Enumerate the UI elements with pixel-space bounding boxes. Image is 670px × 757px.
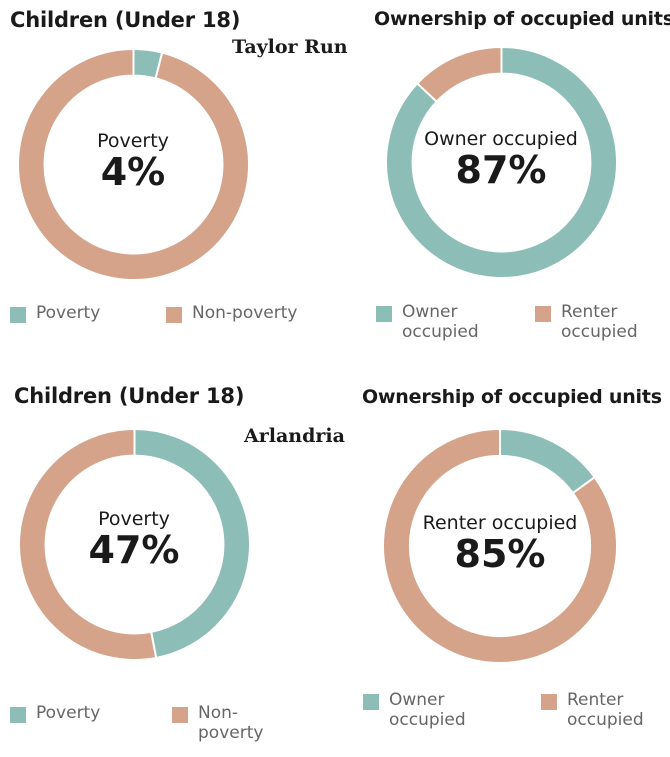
donut-chart bbox=[385, 45, 618, 279]
center-label: Poverty bbox=[97, 130, 169, 152]
legend-label: Poverty bbox=[36, 303, 101, 323]
chart-title: Children (Under 18) bbox=[14, 384, 245, 408]
chart-title: Ownership of occupied units bbox=[374, 8, 670, 30]
legend-swatch bbox=[172, 707, 188, 723]
donut-slice-poverty bbox=[133, 427, 251, 660]
legend-label: Non-poverty bbox=[192, 303, 298, 323]
legend-label: Owner occupied bbox=[402, 302, 479, 343]
location-label: Arlandria bbox=[244, 425, 345, 447]
legend-swatch bbox=[541, 694, 557, 710]
chart-title: Children (Under 18) bbox=[10, 8, 241, 32]
center-value: 47% bbox=[88, 528, 180, 572]
donut-slice-owner-occupied bbox=[385, 45, 618, 279]
donut-slice-non-poverty bbox=[17, 47, 250, 281]
legend-item-renter-occupied: Renter occupied bbox=[535, 302, 638, 343]
location-label: Taylor Run bbox=[232, 36, 348, 58]
legend-swatch bbox=[166, 307, 182, 323]
center-label: Owner occupied bbox=[424, 128, 578, 150]
legend-item-owner-occupied: Owner occupied bbox=[376, 302, 479, 343]
legend-item-renter-occupied: Renter occupied bbox=[541, 690, 644, 731]
center-label: Renter occupied bbox=[422, 512, 578, 534]
legend-label: Renter occupied bbox=[561, 302, 638, 343]
legend-label: Poverty bbox=[36, 703, 101, 723]
legend-label: Non- poverty bbox=[198, 703, 264, 744]
donut-center: Poverty 47% bbox=[34, 508, 234, 572]
center-value: 85% bbox=[454, 532, 546, 576]
legend-label: Owner occupied bbox=[389, 690, 466, 731]
donut-slice-renter-occupied bbox=[415, 45, 503, 104]
legend-swatch bbox=[10, 707, 26, 723]
legend-item-poverty: Poverty bbox=[10, 303, 100, 323]
chart-title: Ownership of occupied units bbox=[362, 386, 662, 408]
legend-swatch bbox=[10, 307, 26, 323]
center-value: 87% bbox=[455, 148, 547, 192]
legend-item-owner-occupied: Owner occupied bbox=[363, 690, 466, 731]
donut-center: Poverty 4% bbox=[33, 130, 233, 194]
center-label: Poverty bbox=[98, 508, 170, 530]
legend-item-poverty: Poverty bbox=[10, 703, 100, 723]
donut-center: Owner occupied 87% bbox=[401, 128, 601, 192]
legend-swatch bbox=[376, 306, 392, 322]
legend-item-non-poverty: Non-poverty bbox=[166, 303, 297, 323]
donut-center: Renter occupied 85% bbox=[400, 512, 600, 576]
donut-chart bbox=[17, 47, 250, 281]
donut-chart bbox=[18, 427, 251, 661]
legend-swatch bbox=[363, 694, 379, 710]
donut-chart bbox=[382, 427, 618, 664]
donut-slice-owner-occupied bbox=[499, 427, 597, 495]
legend-item-non-poverty: Non- poverty bbox=[172, 703, 263, 744]
donut-slice-renter-occupied bbox=[382, 427, 618, 664]
center-value: 4% bbox=[100, 150, 166, 194]
legend-label: Renter occupied bbox=[567, 690, 644, 731]
donut-slice-non-poverty bbox=[18, 427, 158, 661]
legend-swatch bbox=[535, 306, 551, 322]
